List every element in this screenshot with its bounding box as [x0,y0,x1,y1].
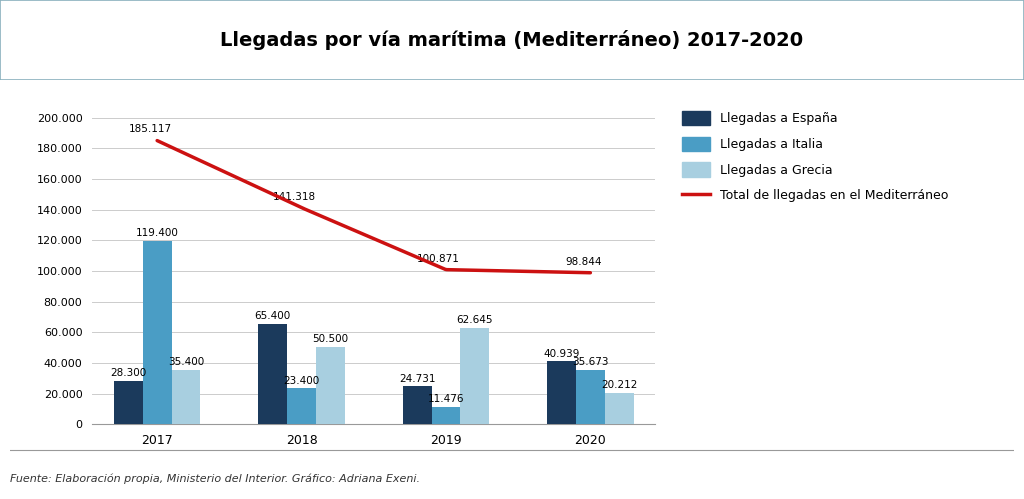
Text: 35.673: 35.673 [572,357,608,367]
Text: 28.300: 28.300 [111,368,146,378]
Bar [431,407,461,424]
Text: Fuente: Elaboración propia, Ministerio del Interior. Gráfico: Adriana Exeni.: Fuente: Elaboración propia, Ministerio d… [10,474,420,485]
Text: 24.731: 24.731 [398,374,435,384]
Bar [461,328,489,424]
Text: 35.400: 35.400 [168,357,204,367]
Bar [258,324,287,424]
Bar [114,381,142,424]
Text: 100.871: 100.871 [418,253,460,263]
Bar [142,241,172,424]
Bar [172,370,201,424]
Legend: Llegadas a España, Llegadas a Italia, Llegadas a Grecia, Total de llegadas en el: Llegadas a España, Llegadas a Italia, Ll… [682,111,948,203]
Text: 98.844: 98.844 [565,256,601,266]
Text: 20.212: 20.212 [601,380,638,390]
Bar [575,369,605,424]
Bar [547,361,575,424]
Text: 40.939: 40.939 [544,349,580,359]
Bar [287,388,316,424]
Text: 50.500: 50.500 [312,334,348,344]
Text: 185.117: 185.117 [128,124,171,134]
Bar [605,393,634,424]
Text: 119.400: 119.400 [136,229,178,239]
Text: 11.476: 11.476 [428,394,464,404]
Text: 141.318: 141.318 [272,192,315,202]
Text: 65.400: 65.400 [255,311,291,321]
Bar [316,347,345,424]
Text: 62.645: 62.645 [457,315,494,325]
Text: 23.400: 23.400 [284,376,319,386]
Bar [402,386,431,424]
Text: Llegadas por vía marítima (Mediterráneo) 2017-2020: Llegadas por vía marítima (Mediterráneo)… [220,30,804,50]
